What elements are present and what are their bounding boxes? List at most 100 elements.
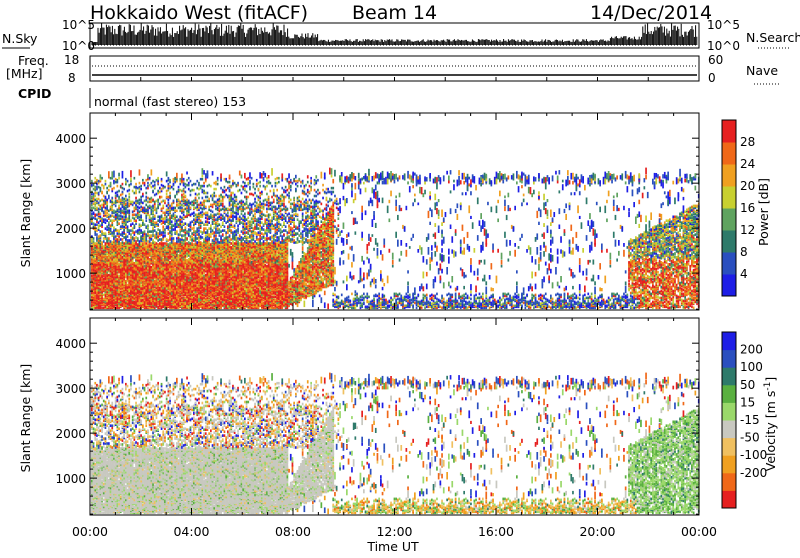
power-cell: [181, 217, 183, 220]
power-cell: [188, 223, 190, 226]
power-cell: [152, 226, 154, 229]
power-cell: [111, 215, 113, 218]
power-cell: [178, 207, 180, 210]
power-cell: [123, 211, 125, 214]
power-cell: [186, 199, 188, 202]
power-cell: [111, 219, 113, 222]
power-cell: [156, 208, 158, 211]
power-cell: [178, 203, 180, 206]
power-cell: [147, 230, 149, 233]
power-cell: [94, 223, 96, 226]
power-cell: [113, 210, 115, 213]
power-cell: [156, 193, 158, 196]
power-cell: [135, 230, 137, 233]
power-cell: [98, 208, 100, 211]
power-cell: [161, 188, 163, 191]
power-cell: [139, 214, 141, 217]
power-cell: [94, 195, 96, 198]
power-cell: [145, 215, 147, 218]
power-cell: [188, 228, 190, 231]
power-cell: [181, 204, 183, 207]
power-cell: [162, 234, 164, 237]
power-cell: [173, 188, 175, 191]
power-cell: [166, 171, 168, 176]
power-cell: [103, 232, 105, 235]
power-cell: [188, 182, 190, 185]
power-cell: [139, 207, 141, 210]
power-cell: [157, 190, 159, 193]
power-cell: [166, 218, 168, 221]
power-cell: [134, 237, 136, 240]
power-cell: [130, 239, 132, 242]
power-cell: [154, 181, 156, 184]
power-cell: [128, 257, 130, 260]
power-cell: [156, 200, 158, 203]
power-cell: [118, 211, 120, 214]
power-cell: [115, 192, 117, 195]
power-cell: [162, 220, 164, 223]
power-cell: [161, 208, 163, 211]
power-cell: [183, 217, 185, 220]
power-cell: [140, 224, 142, 227]
power-cell: [134, 192, 136, 195]
power-cell: [122, 197, 124, 200]
power-cell: [166, 238, 168, 241]
power-cell: [106, 228, 108, 231]
power-cell: [162, 242, 164, 245]
power-cell: [179, 228, 181, 231]
power-cell: [117, 179, 119, 182]
power-cell: [94, 177, 96, 180]
power-cell: [152, 216, 154, 219]
power-cell: [168, 218, 170, 221]
power-cell: [183, 209, 185, 212]
power-cell: [118, 238, 120, 241]
power-cell: [118, 201, 120, 204]
power-cell: [134, 202, 136, 205]
power-cell: [105, 183, 107, 186]
power-cell: [91, 184, 93, 187]
power-cell: [130, 183, 132, 186]
power-cell: [98, 186, 100, 189]
power-cell: [108, 221, 110, 224]
power-cell: [108, 171, 110, 178]
power-cell: [137, 200, 139, 203]
power-cell: [98, 180, 100, 183]
power-cell: [154, 289, 156, 292]
power-cell: [120, 194, 122, 197]
power-cell: [122, 191, 124, 194]
power-cell: [106, 187, 108, 190]
power-cell: [162, 200, 164, 203]
power-cell: [159, 242, 161, 245]
power-cell: [181, 223, 183, 226]
power-cell: [162, 185, 164, 188]
power-cell: [139, 182, 141, 185]
power-cell: [157, 228, 159, 231]
power-cell: [151, 169, 153, 175]
power-cell: [164, 220, 166, 223]
power-cell: [106, 199, 108, 202]
power-cell: [185, 191, 187, 194]
power-cell: [120, 242, 122, 245]
power-cell: [117, 209, 119, 212]
power-cell: [179, 233, 181, 236]
power-cell: [147, 206, 149, 209]
power-cell: [145, 245, 147, 248]
power-cell: [134, 301, 136, 304]
power-cell: [169, 210, 171, 213]
power-cell: [151, 230, 153, 233]
power-cell: [169, 230, 171, 233]
power-cell: [130, 201, 132, 204]
power-cell: [108, 274, 110, 277]
power-cell: [142, 202, 144, 205]
power-cell: [151, 217, 153, 220]
power-cell: [91, 196, 93, 199]
nave-tick-top: 60: [708, 53, 723, 67]
power-cell: [125, 181, 127, 184]
power-cell: [183, 214, 185, 217]
power-cell: [110, 177, 112, 180]
power-cell: [94, 228, 96, 231]
power-cell: [110, 206, 112, 209]
power-cell: [186, 242, 188, 245]
power-cell: [91, 207, 93, 210]
power-cell: [110, 219, 112, 222]
